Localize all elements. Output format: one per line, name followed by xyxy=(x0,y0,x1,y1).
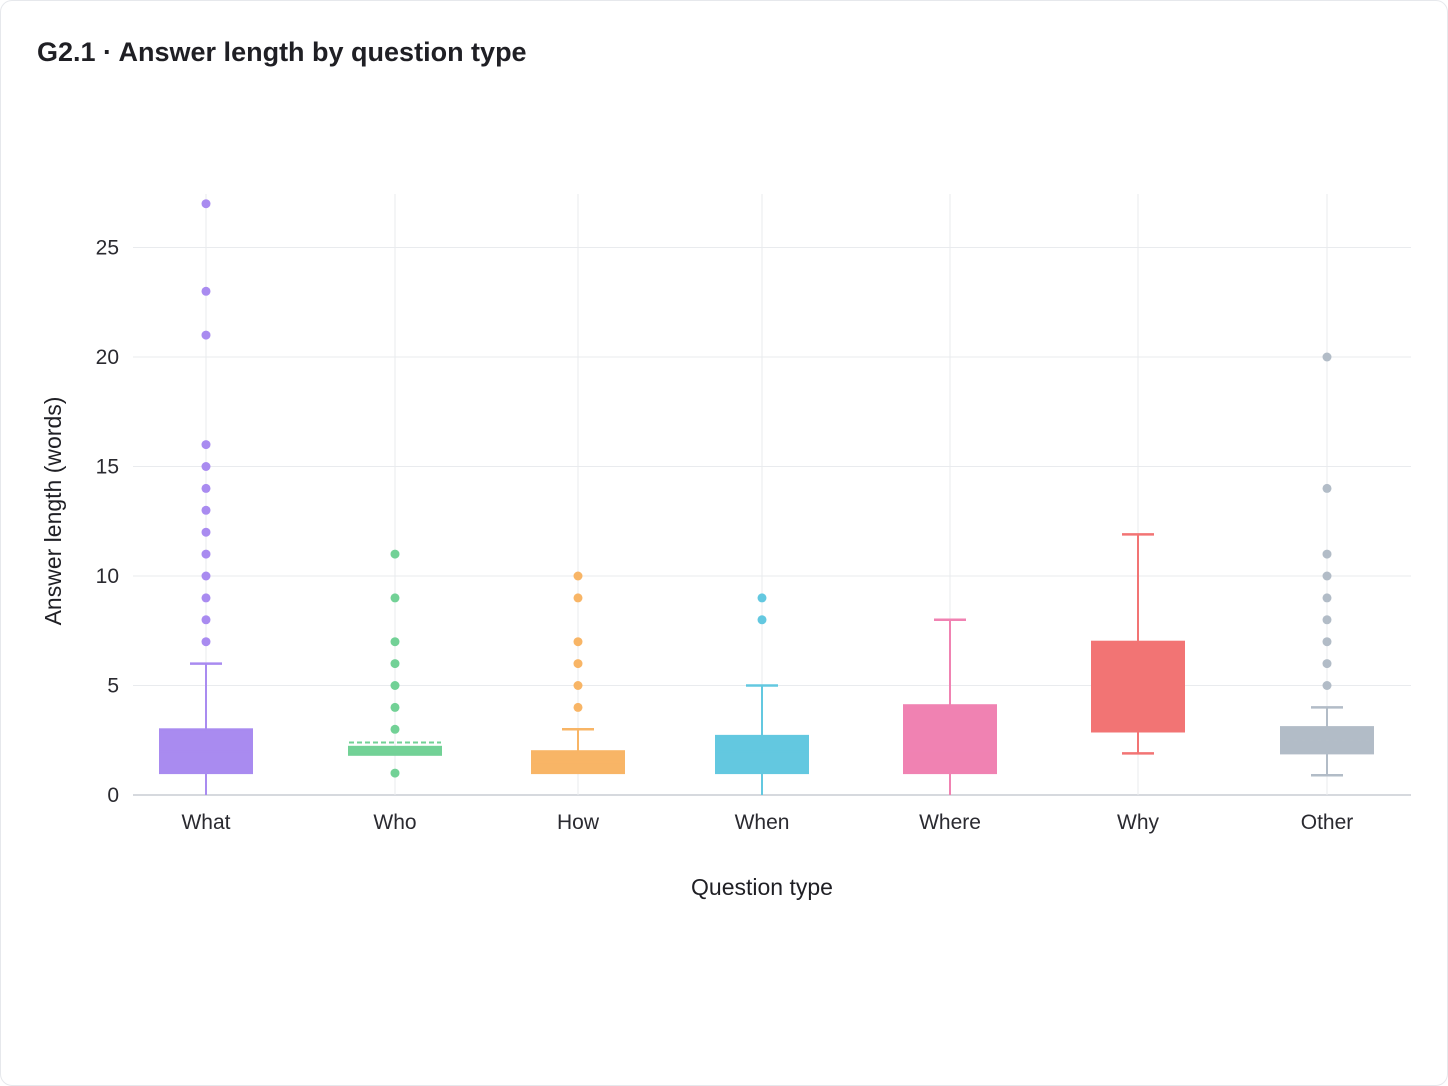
outlier-point xyxy=(201,505,211,515)
grid xyxy=(133,194,1411,796)
outlier-point xyxy=(390,724,400,734)
box-what xyxy=(159,199,253,795)
outlier-point xyxy=(201,593,211,603)
y-tick-label: 10 xyxy=(96,565,119,588)
box-who xyxy=(348,549,442,778)
x-tick-label: What xyxy=(181,811,230,834)
x-tick-label: Where xyxy=(919,811,981,834)
y-tick-label: 25 xyxy=(96,237,119,260)
box-why xyxy=(1091,533,1185,755)
outlier-point xyxy=(573,571,583,581)
outlier-point xyxy=(390,549,400,559)
outlier-point xyxy=(1322,637,1332,647)
tick-labels: 0 5 10 15 20 25 What Who How When Where Why Other xyxy=(96,237,1354,835)
outlier-point xyxy=(757,593,767,603)
x-tick-label: Other xyxy=(1301,811,1354,834)
outlier-point xyxy=(390,637,400,647)
outlier-point xyxy=(573,593,583,603)
outlier-point xyxy=(201,571,211,581)
outlier-point xyxy=(1322,593,1332,603)
outlier-point xyxy=(1322,615,1332,625)
x-tick-label: Who xyxy=(373,811,416,834)
outlier-point xyxy=(1322,483,1332,493)
outlier-point xyxy=(201,615,211,625)
chart-title: G2.1 · Answer length by question type xyxy=(37,37,527,67)
outlier-point xyxy=(390,659,400,669)
outlier-point xyxy=(201,440,211,450)
outlier-point xyxy=(573,702,583,712)
box-other xyxy=(1280,352,1374,777)
x-tick-label: How xyxy=(557,811,600,834)
box-where xyxy=(903,618,997,795)
outlier-point xyxy=(390,681,400,690)
y-tick-label: 15 xyxy=(96,456,119,479)
box-when xyxy=(715,593,809,795)
boxes xyxy=(159,199,1374,795)
outlier-point xyxy=(390,702,400,712)
outlier-point xyxy=(201,637,211,647)
outlier-point xyxy=(201,549,211,559)
outlier-point xyxy=(573,659,583,669)
outlier-point xyxy=(201,330,211,340)
outlier-point xyxy=(1322,352,1332,362)
y-tick-label: 20 xyxy=(96,346,119,369)
y-axis-title: Answer length (words) xyxy=(40,397,66,626)
iqr-box xyxy=(1091,640,1185,733)
outlier-point xyxy=(1322,571,1332,581)
outlier-point xyxy=(201,527,211,537)
outlier-point xyxy=(390,768,400,778)
iqr-box xyxy=(715,734,809,775)
outlier-point xyxy=(573,681,583,690)
outlier-point xyxy=(757,615,767,625)
iqr-box xyxy=(903,704,997,775)
x-axis-title: Question type xyxy=(691,874,833,900)
outlier-point xyxy=(1322,681,1332,690)
outlier-point xyxy=(201,286,211,296)
x-tick-label: Why xyxy=(1117,811,1160,834)
x-tick-label: When xyxy=(735,811,790,834)
outlier-point xyxy=(201,483,211,493)
outlier-point xyxy=(201,462,211,471)
y-tick-label: 0 xyxy=(107,784,119,807)
outlier-point xyxy=(1322,549,1332,559)
outlier-point xyxy=(573,637,583,647)
outlier-point xyxy=(201,199,211,209)
y-tick-label: 5 xyxy=(107,675,119,698)
outlier-point xyxy=(390,593,400,603)
outlier-point xyxy=(1322,659,1332,669)
box-how xyxy=(531,571,625,775)
